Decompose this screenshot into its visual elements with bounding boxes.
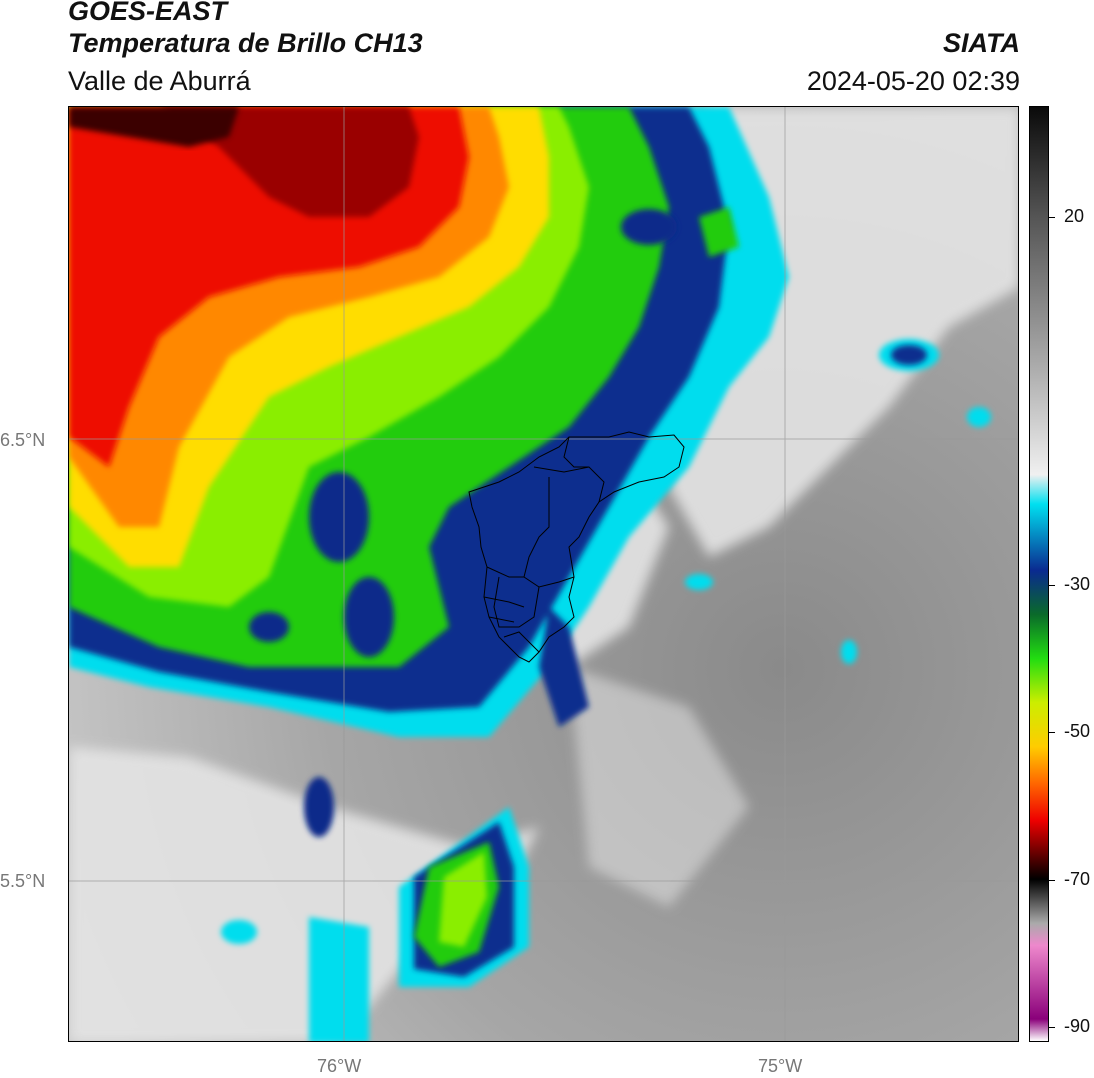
colorbar-tick-label: -90 [1064, 1016, 1091, 1037]
brightness-temperature-map [68, 106, 1019, 1042]
latitude-label-5-5: 5.5°N [0, 871, 46, 891]
region-title: Valle de Aburrá [68, 66, 251, 96]
colorbar-tick-mark [1049, 1027, 1055, 1029]
longitude-label-75w: 75°W [758, 1056, 803, 1076]
longitude-label-76w: 76°W [317, 1056, 362, 1076]
colorbar-tick-mark [1049, 879, 1055, 881]
timestamp-label: 2024-05-20 02:39 [806, 66, 1020, 96]
organization-label: SIATA [943, 28, 1020, 58]
colorbar-tick-mark [1049, 216, 1055, 218]
colorbar-tick-mark [1049, 732, 1055, 734]
map-canvas [69, 107, 1018, 1041]
product-title: Temperatura de Brillo CH13 [68, 28, 423, 58]
colorbar-tick-label: -30 [1064, 574, 1091, 595]
colorbar-tick-label: 20 [1064, 205, 1085, 226]
colorbar-tick-label: -70 [1064, 868, 1091, 889]
municipal-boundaries [468, 431, 685, 663]
colorbar-tick-label: -50 [1064, 721, 1091, 742]
satellite-title: GOES-EAST [68, 0, 228, 26]
coldest-cloud-tops [69, 107, 239, 147]
grid-lines [69, 107, 1018, 1041]
latitude-label-6-5: 6.5°N [0, 430, 46, 450]
temperature-colorbar [1029, 106, 1049, 1042]
deep-blue-pockets [249, 209, 677, 837]
colorbar-tick-mark [1049, 585, 1055, 587]
